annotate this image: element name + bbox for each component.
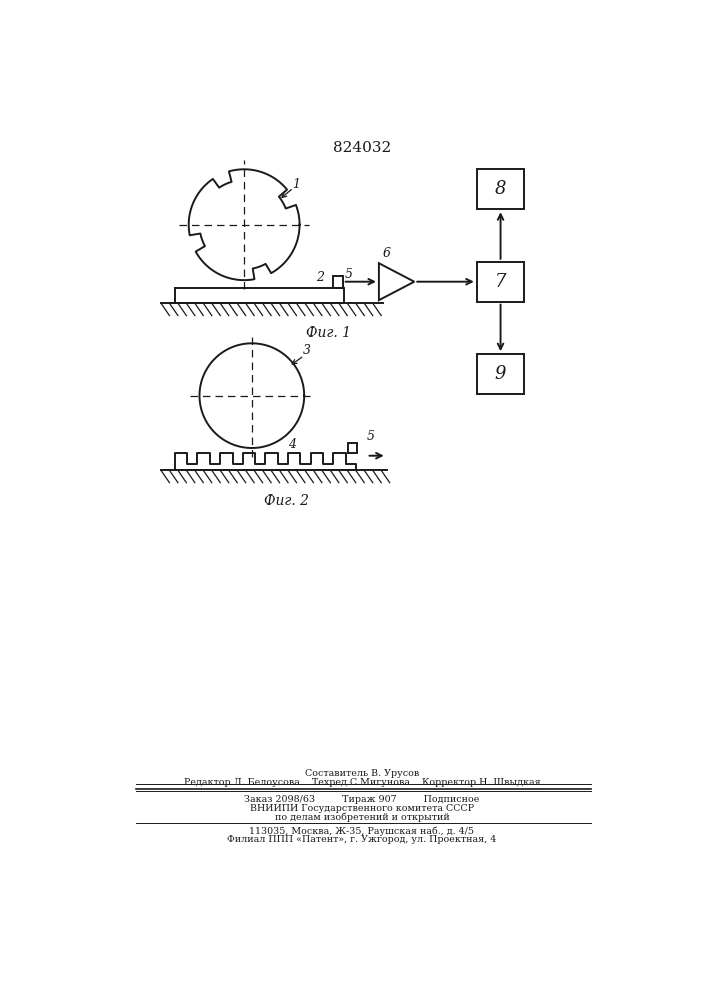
Text: Редактор Л. Белоусова    Техред С.Мигунова    Корректор Н. Швыдкая: Редактор Л. Белоусова Техред С.Мигунова … [184, 778, 540, 787]
Bar [348, 443, 357, 453]
Text: 8: 8 [495, 180, 506, 198]
Text: 1: 1 [293, 178, 300, 191]
Text: 3: 3 [303, 344, 311, 358]
Text: Фиг. 2: Фиг. 2 [264, 494, 309, 508]
Text: Заказ 2098/63         Тираж 907         Подписное: Заказ 2098/63 Тираж 907 Подписное [244, 795, 479, 804]
Text: Составитель В. Урусов: Составитель В. Урусов [305, 769, 419, 778]
Text: 113035, Москва, Ж-35, Раушская наб., д. 4/5: 113035, Москва, Ж-35, Раушская наб., д. … [250, 827, 474, 836]
Text: ВНИИПИ Государственного комитета СССР: ВНИИПИ Государственного комитета СССР [250, 804, 474, 813]
Text: 5: 5 [367, 430, 375, 443]
Text: по делам изобретений и открытий: по делам изобретений и открытий [274, 812, 450, 822]
Bar [477, 354, 525, 394]
Bar [477, 169, 525, 209]
Text: 6: 6 [382, 247, 390, 260]
Bar [477, 262, 525, 302]
Text: 824032: 824032 [333, 141, 391, 155]
Text: 5: 5 [345, 267, 353, 280]
Bar [333, 276, 343, 288]
Text: 2: 2 [315, 271, 324, 284]
Text: Филиал ППП «Патент», г. Ужгород, ул. Проектная, 4: Филиал ППП «Патент», г. Ужгород, ул. Про… [228, 835, 496, 844]
Text: 4: 4 [288, 438, 296, 451]
Text: 9: 9 [495, 365, 506, 383]
Text: 7: 7 [495, 273, 506, 291]
Text: Фиг. 1: Фиг. 1 [306, 326, 351, 340]
